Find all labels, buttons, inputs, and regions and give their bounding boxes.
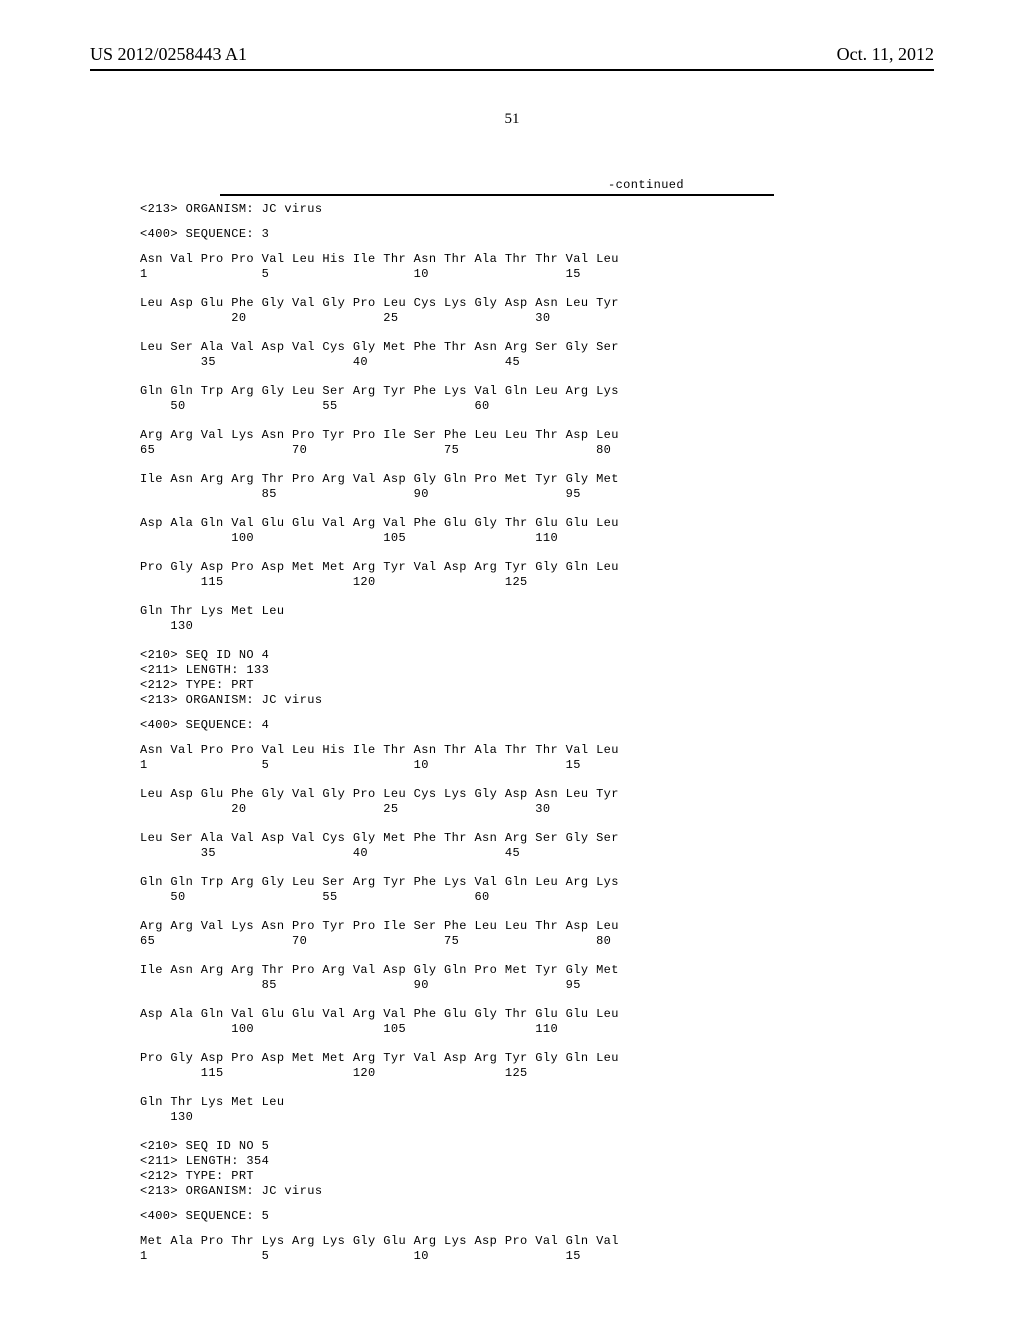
sequence-row: Leu Ser Ala Val Asp Val Cys Gly Met Phe … [140,340,934,370]
sequence-row: Met Ala Pro Thr Lys Arg Lys Gly Glu Arg … [140,1234,934,1264]
sequence-row: Arg Arg Val Lys Asn Pro Tyr Pro Ile Ser … [140,428,934,458]
sequence-row: Asn Val Pro Pro Val Leu His Ile Thr Asn … [140,252,934,282]
sequence-rule [220,194,774,196]
publication-date: Oct. 11, 2012 [837,44,934,65]
continued-label: -continued [90,178,684,192]
sequence-header-block: <213> ORGANISM: JC virus [140,202,934,217]
sequence-note: <400> SEQUENCE: 4 [140,718,934,733]
sequence-row: Gln Gln Trp Arg Gly Leu Ser Arg Tyr Phe … [140,384,934,414]
sequence-header-block: <210> SEQ ID NO 5 <211> LENGTH: 354 <212… [140,1139,934,1199]
sequence-row: Ile Asn Arg Arg Thr Pro Arg Val Asp Gly … [140,472,934,502]
page-number: 51 [90,111,934,128]
sequence-row: Arg Arg Val Lys Asn Pro Tyr Pro Ile Ser … [140,919,934,949]
sequence-note: <400> SEQUENCE: 5 [140,1209,934,1224]
sequence-row: Gln Thr Lys Met Leu 130 [140,604,934,634]
sequence-row: Asn Val Pro Pro Val Leu His Ile Thr Asn … [140,743,934,773]
sequence-row: Pro Gly Asp Pro Asp Met Met Arg Tyr Val … [140,1051,934,1081]
sequence-header-block: <210> SEQ ID NO 4 <211> LENGTH: 133 <212… [140,648,934,708]
sequence-row: Gln Gln Trp Arg Gly Leu Ser Arg Tyr Phe … [140,875,934,905]
header-rule [90,69,934,71]
sequence-note: <400> SEQUENCE: 3 [140,227,934,242]
sequence-row: Asp Ala Gln Val Glu Glu Val Arg Val Phe … [140,516,934,546]
sequence-row: Ile Asn Arg Arg Thr Pro Arg Val Asp Gly … [140,963,934,993]
sequence-row: Leu Asp Glu Phe Gly Val Gly Pro Leu Cys … [140,787,934,817]
sequence-listing: <213> ORGANISM: JC virus <400> SEQUENCE: … [140,202,934,1264]
sequence-row: Pro Gly Asp Pro Asp Met Met Arg Tyr Val … [140,560,934,590]
page-container: US 2012/0258443 A1 Oct. 11, 2012 51 -con… [0,0,1024,1318]
sequence-row: Leu Asp Glu Phe Gly Val Gly Pro Leu Cys … [140,296,934,326]
sequence-row: Asp Ala Gln Val Glu Glu Val Arg Val Phe … [140,1007,934,1037]
page-header: US 2012/0258443 A1 Oct. 11, 2012 [90,44,934,65]
publication-number: US 2012/0258443 A1 [90,44,247,65]
sequence-row: Gln Thr Lys Met Leu 130 [140,1095,934,1125]
sequence-row: Leu Ser Ala Val Asp Val Cys Gly Met Phe … [140,831,934,861]
